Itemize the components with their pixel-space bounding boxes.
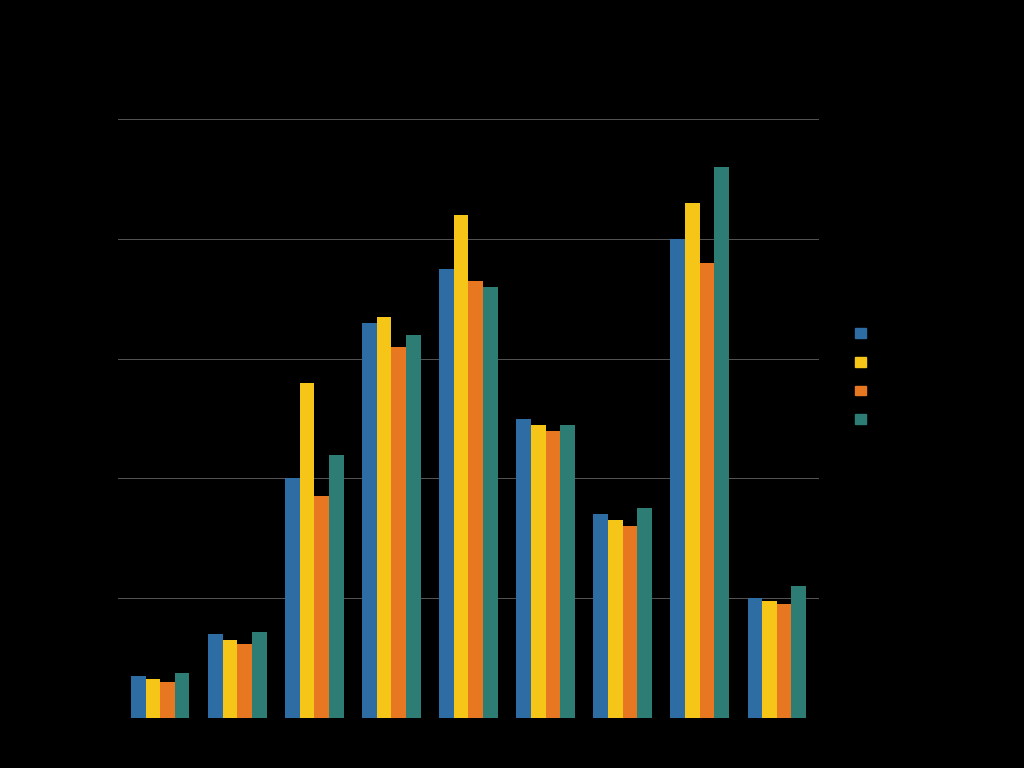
Bar xyxy=(391,346,407,718)
Bar xyxy=(699,263,715,718)
Bar xyxy=(377,316,391,718)
Bar xyxy=(222,641,238,718)
Bar xyxy=(208,634,222,718)
Bar xyxy=(314,496,329,718)
Bar xyxy=(608,521,623,718)
Bar xyxy=(637,508,652,718)
Bar xyxy=(362,323,377,718)
Bar xyxy=(516,419,530,718)
Bar xyxy=(145,679,160,718)
Bar xyxy=(685,203,699,718)
Bar xyxy=(546,431,560,718)
Bar xyxy=(560,425,574,718)
Legend: , , , : , , , xyxy=(853,326,871,427)
Bar xyxy=(454,215,468,718)
Bar xyxy=(792,586,806,718)
Bar xyxy=(131,676,145,718)
Bar xyxy=(483,286,498,718)
Bar xyxy=(238,644,252,718)
Bar xyxy=(623,526,637,718)
Bar xyxy=(285,478,300,718)
Bar xyxy=(530,425,546,718)
Bar xyxy=(762,601,777,718)
Bar xyxy=(593,515,608,718)
Bar xyxy=(329,455,344,718)
Bar xyxy=(468,281,483,718)
Bar xyxy=(715,167,729,718)
Bar xyxy=(160,682,175,718)
Bar xyxy=(439,269,454,718)
Bar xyxy=(175,673,189,718)
Bar xyxy=(252,632,266,718)
Bar xyxy=(300,382,314,718)
Bar xyxy=(777,604,792,718)
Bar xyxy=(671,239,685,718)
Bar xyxy=(407,335,421,718)
Bar xyxy=(748,598,762,718)
